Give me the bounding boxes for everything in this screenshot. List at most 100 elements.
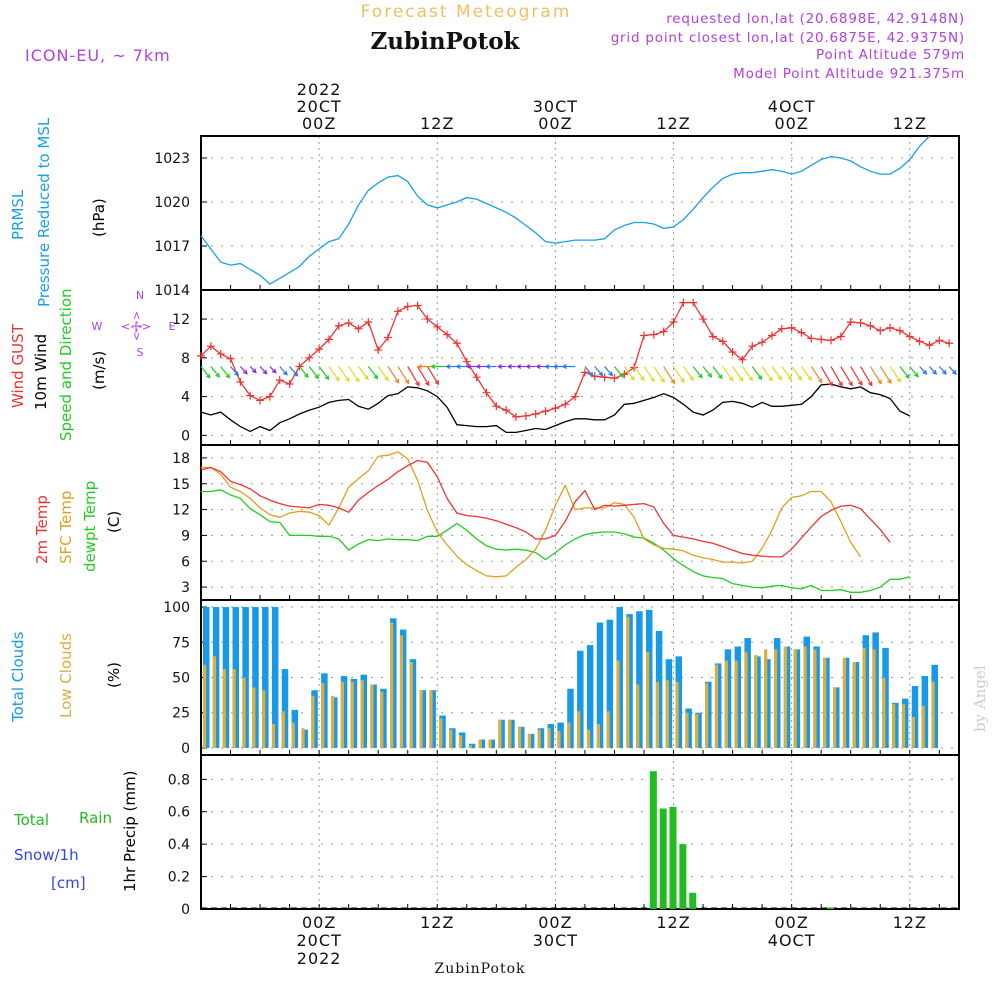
wind-arrow-head xyxy=(215,372,220,378)
gust-marker xyxy=(246,391,255,400)
wind-arrow-head xyxy=(932,369,938,375)
wind-ytick-label: 12 xyxy=(172,312,190,328)
gust-marker xyxy=(236,378,245,387)
total-cloud-bar xyxy=(665,659,673,748)
bottom-time-label: 4OCT xyxy=(768,931,816,950)
wind-direction-arrow xyxy=(377,366,389,381)
total-cloud-bar xyxy=(262,607,269,748)
low-cloud-bar xyxy=(203,664,207,748)
low-cloud-bar xyxy=(734,660,738,748)
gust-marker xyxy=(512,412,521,421)
top-time-label: 30CT xyxy=(533,97,578,116)
temp-2m-line xyxy=(200,459,891,558)
pressure-unit: (hPa) xyxy=(90,198,108,237)
total-cloud-bar xyxy=(842,657,850,748)
top-time-label: 12Z xyxy=(656,114,690,133)
wind-arrow-head xyxy=(660,378,665,384)
wind-direction-arrow xyxy=(613,366,624,378)
bottom-time-label: 2022 xyxy=(297,949,342,968)
total-cloud-bar xyxy=(212,607,220,748)
total-cloud-bar xyxy=(281,669,289,748)
low-cloud-bar xyxy=(409,662,413,748)
total-cloud-bar xyxy=(714,663,722,748)
low-cloud-bar xyxy=(232,669,236,748)
low-cloud-bar xyxy=(862,647,866,748)
precip-label-snow: Snow/1h xyxy=(14,846,79,864)
wind-arrow-head xyxy=(698,373,703,379)
wind-direction-arrow xyxy=(909,366,919,377)
low-cloud-bar xyxy=(685,712,689,748)
gust-marker xyxy=(620,370,629,379)
wind-arrow-head xyxy=(922,369,928,375)
wind-direction-arrow xyxy=(722,366,734,381)
gust-marker xyxy=(433,322,442,331)
total-cloud-bar xyxy=(685,708,692,748)
total-cloud-bar xyxy=(370,684,377,748)
total-cloud-bar xyxy=(311,690,318,748)
wind-arrow-head xyxy=(748,376,753,382)
temp-label-3: dewpt Temp xyxy=(81,481,99,572)
low-cloud-bar xyxy=(901,704,906,748)
wind-label-3: Speed and Direction xyxy=(57,288,75,441)
total-cloud-bar xyxy=(754,656,761,748)
wind-direction-arrow xyxy=(210,366,220,378)
low-cloud-bar xyxy=(458,735,463,748)
gust-marker xyxy=(472,373,481,382)
bottom-time-label: 00Z xyxy=(302,913,336,932)
wind-arrow-head xyxy=(608,371,614,377)
low-cloud-bar xyxy=(577,711,581,748)
gust-marker xyxy=(206,342,215,351)
gust-marker xyxy=(915,337,924,346)
compass-n: N xyxy=(136,289,144,302)
wind-direction-arrow xyxy=(761,366,773,381)
low-cloud-bar xyxy=(291,722,295,748)
wind-arrow-head xyxy=(417,364,423,369)
total-cloud-bar xyxy=(537,728,545,748)
wind-arrow-head xyxy=(914,372,919,378)
low-cloud-bar xyxy=(626,616,630,748)
low-cloud-bar xyxy=(547,728,551,748)
total-cloud-bar xyxy=(645,609,653,748)
total-cloud-bar xyxy=(360,674,368,748)
precip-ytick-label: 0.4 xyxy=(168,837,190,853)
total-cloud-bar xyxy=(892,702,899,748)
gust-marker xyxy=(324,335,333,344)
total-cloud-bar xyxy=(695,712,702,748)
rain-bar xyxy=(669,806,677,909)
wind-arrow-head xyxy=(282,370,288,376)
total-cloud-bar xyxy=(301,729,308,748)
low-cloud-bar xyxy=(311,695,315,748)
total-cloud-bar xyxy=(626,614,633,748)
wind-arrow-head xyxy=(430,364,436,369)
low-cloud-bar xyxy=(636,684,640,748)
gust-marker xyxy=(482,388,491,397)
gust-marker xyxy=(561,400,570,409)
low-cloud-bar xyxy=(882,677,886,748)
low-cloud-bar xyxy=(262,690,266,748)
total-cloud-bar xyxy=(518,726,525,748)
gust-marker xyxy=(876,326,885,335)
gust-marker xyxy=(571,392,580,401)
bottom-time-label: 20CT xyxy=(296,931,341,950)
temp-label-2: SFC Temp xyxy=(57,491,75,564)
wind-arrow-head xyxy=(896,377,902,383)
wind-arrow-head xyxy=(640,376,645,382)
compass-e: E xyxy=(169,320,176,333)
wind-direction-arrow xyxy=(348,366,360,382)
wind-arrow-head xyxy=(516,364,522,369)
wind-arrow-head xyxy=(942,369,947,375)
wind-unit: (m/s) xyxy=(90,351,108,390)
wind-arrow-head xyxy=(818,378,823,384)
low-cloud-bar xyxy=(330,695,335,748)
top-time-label: 00Z xyxy=(538,114,572,133)
wind-arrow-head xyxy=(738,376,744,382)
gust-marker xyxy=(856,318,865,327)
wind-direction-arrow xyxy=(663,366,675,384)
closest-coords: grid point closest lon,lat (20.6875E, 42… xyxy=(611,30,965,46)
cloud-labels: Total Clouds Low Clouds (%) xyxy=(9,631,123,723)
model-point-altitude: Model Point Altitude 921.375m xyxy=(733,66,965,82)
low-cloud-bar xyxy=(390,622,394,748)
wind-direction-arrow xyxy=(318,366,329,380)
gust-marker xyxy=(256,396,265,405)
low-cloud-bar xyxy=(242,677,246,748)
